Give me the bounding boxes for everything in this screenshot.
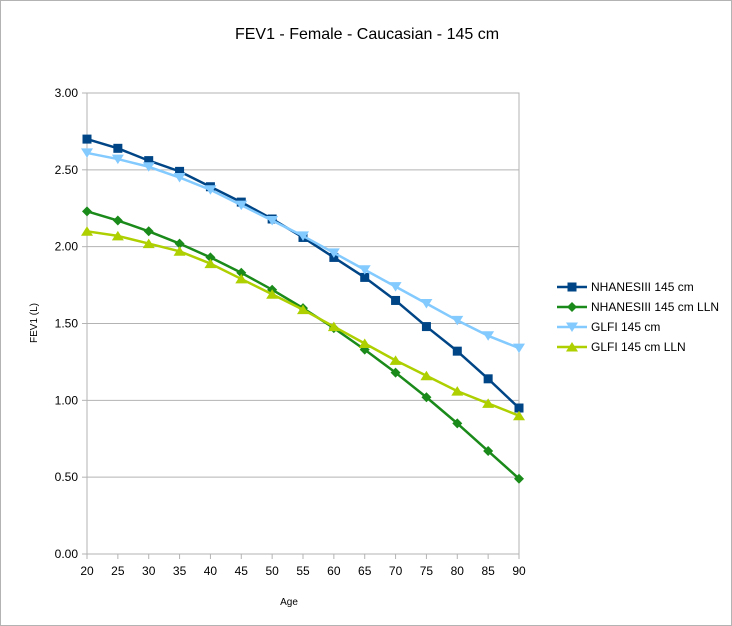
series-1-point [483,374,493,384]
chart-title: FEV1 - Female - Caucasian - 145 cm [235,26,499,43]
series-1-point [175,166,185,176]
series-1-point [421,322,431,332]
y-tick-label: 1.00 [55,393,79,407]
series-3-point [451,315,464,326]
series-line-2 [86,210,520,480]
series-4-point [451,386,464,396]
series-3-point [513,343,525,354]
series-4-point [358,338,371,348]
series-1-point [113,143,123,153]
series-4-point [266,289,279,299]
series-4-point [173,246,186,256]
series-3-point [482,331,495,341]
x-tick-label: 40 [204,564,218,578]
y-tick-label: 2.00 [55,240,79,254]
series-3-point [235,200,248,211]
series-line-1 [86,137,520,409]
legend-marker-1 [567,282,577,292]
series-4-point [235,273,248,284]
series-3-point [111,154,124,165]
x-tick-label: 85 [481,564,495,578]
series-3-point [266,216,279,226]
series-2-point [236,267,247,278]
legend: NHANESIII 145 cm NHANESIII 145 cm LLN GLFI… [557,280,719,354]
series-4-point [297,304,309,315]
legend-label-1: NHANESIII 145 cm [591,280,694,294]
x-tick-label: 75 [420,564,434,578]
series-4-point [482,398,495,408]
x-tick-label: 55 [296,564,310,578]
series-4-point [111,230,124,241]
series-4-point [513,410,525,421]
series-1-point [391,295,401,305]
series-4-point [142,238,155,249]
series-4-point [327,321,340,332]
series-2-point [421,392,432,403]
series-2-point [514,473,524,484]
x-tick-label: 45 [235,564,249,578]
x-tick-label: 50 [265,564,279,578]
plot-area: 0.00 0.50 1.00 1.50 2.00 2.50 3.00 20 25 30 35 40 45… [55,86,526,578]
series-4-point [81,226,93,236]
series-2-point [390,367,401,378]
x-tick-label: 60 [327,564,341,578]
series-1-point [514,403,524,413]
series-2-point [82,206,92,217]
series-3-point [358,265,371,275]
series-3-point [389,282,402,292]
series-3-point [81,148,93,158]
y-tick-label: 2.50 [55,163,79,177]
x-tick-label: 35 [173,564,187,578]
series-4-point [420,370,433,381]
legend-marker-3 [566,322,578,332]
legend-label-3: GLFI 145 cm [591,320,660,334]
legend-label-2: NHANESIII 145 cm LLN [591,300,719,314]
series-4-point [204,258,217,269]
series-4-point [389,355,402,365]
series-3-point [173,173,186,183]
x-tick-label: 65 [358,564,372,578]
series-2-point [205,252,216,263]
series-3-point [142,162,155,172]
series-2-point [112,215,123,226]
series-3-point [204,185,217,195]
series-2-point [452,418,463,429]
x-tick-label: 80 [451,564,465,578]
legend-label-4: GLFI 145 cm LLN [591,340,686,354]
series-3-point [420,299,433,309]
legend-marker-4 [566,342,578,352]
x-tick-label: 25 [111,564,125,578]
series-2-point [174,238,185,249]
series-1-point [360,272,370,282]
x-tick-label: 90 [512,564,526,578]
x-tick-label: 70 [389,564,403,578]
x-tick-label: 20 [80,564,94,578]
series-1-point [82,134,92,144]
x-tick-label: 30 [142,564,156,578]
x-axis-title: Age [280,597,298,608]
series-2-point [483,446,494,457]
series-3-point [297,231,309,241]
y-axis-title: FEV1 (L) [29,303,40,343]
y-tick-label: 3.00 [55,86,79,100]
legend-marker-2 [567,302,577,312]
y-tick-label: 0.50 [55,470,79,484]
series-1-point [144,156,154,166]
series-1-point [452,346,462,356]
y-tick-label: 1.50 [55,317,79,331]
y-tick-label: 0.00 [55,547,79,561]
series-3-point [327,248,340,258]
series-2-point [143,226,154,237]
